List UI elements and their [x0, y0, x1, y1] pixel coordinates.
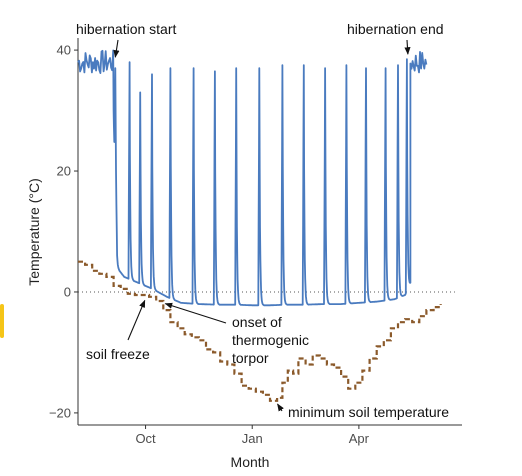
arrow-hibernation-start: [113, 39, 120, 58]
annotation-onset-line: onset of: [232, 314, 282, 330]
axes-layer: [77, 38, 462, 426]
y-tick-label: −20: [49, 405, 71, 420]
y-tick-label: 0: [64, 284, 71, 299]
arrow-minimum-soil-temperature: [277, 403, 284, 412]
arrow-onset: [164, 302, 227, 324]
x-tick-label: Jan: [242, 431, 263, 446]
arrow-hibernation-end: [404, 39, 411, 55]
x-tick-label: Apr: [349, 431, 370, 446]
annotation-hibernation-end: hibernation end: [347, 21, 444, 37]
y-tick-label: 40: [57, 43, 71, 58]
body-temperature-line: [77, 49, 428, 307]
y-axis-title: Temperature (°C): [26, 178, 42, 286]
annotation-hibernation-start: hibernation start: [76, 21, 177, 37]
series-layer: [77, 49, 442, 402]
arrow-soil-freeze: [127, 299, 146, 341]
annotation-onset-line: thermogenic: [232, 332, 309, 348]
x-ticks: Oct Jan Apr: [135, 425, 370, 446]
y-tick-label: 20: [57, 164, 71, 179]
annotation-onset-line: torpor: [232, 350, 269, 366]
annotations-layer: hibernation start hibernation end soil fre…: [76, 21, 449, 420]
x-tick-label: Oct: [135, 431, 156, 446]
edge-highlight-mark: [0, 304, 4, 338]
annotation-minimum-soil-temperature: minimum soil temperature: [288, 404, 449, 420]
y-ticks: −20 0 20 40: [49, 43, 78, 420]
soil-temperature-line: [78, 260, 442, 402]
annotation-soil-freeze: soil freeze: [86, 346, 150, 362]
x-axis-title: Month: [231, 454, 270, 470]
